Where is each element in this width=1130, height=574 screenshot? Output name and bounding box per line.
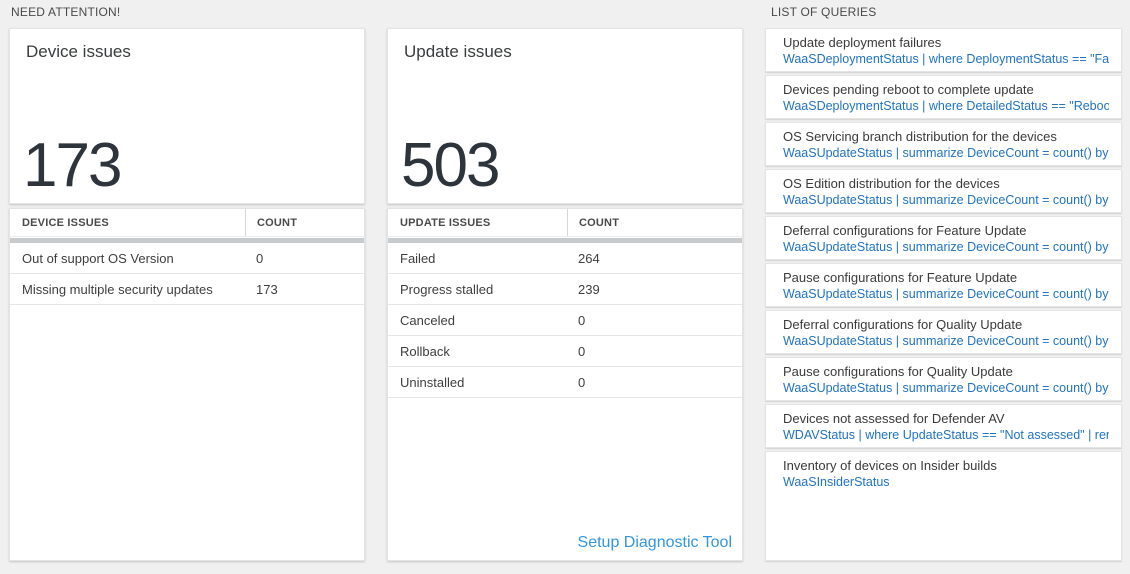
row-label: Uninstalled xyxy=(400,374,465,390)
table-row[interactable]: Rollback 0 xyxy=(388,336,742,367)
table-row[interactable]: Progress stalled 239 xyxy=(388,274,742,305)
query-text: WaaSUpdateStatus | summarize DeviceCount… xyxy=(783,381,1109,395)
device-table-body: Out of support OS Version 0 Missing mult… xyxy=(10,243,364,305)
column-divider xyxy=(567,209,568,236)
query-item[interactable]: Devices not assessed for Defender AV WDA… xyxy=(765,404,1122,448)
column-header-count: COUNT xyxy=(257,216,298,229)
table-row[interactable]: Missing multiple security updates 173 xyxy=(10,274,364,305)
table-row[interactable]: Failed 264 xyxy=(388,243,742,274)
query-text: WaaSUpdateStatus | summarize DeviceCount… xyxy=(783,146,1109,160)
update-issues-title: Update issues xyxy=(404,42,512,61)
row-label: Canceled xyxy=(400,312,455,328)
query-item[interactable]: Inventory of devices on Insider builds W… xyxy=(765,451,1122,561)
column-divider xyxy=(245,209,246,236)
query-text: WaaSUpdateStatus | summarize DeviceCount… xyxy=(783,240,1109,254)
query-item[interactable]: Devices pending reboot to complete updat… xyxy=(765,75,1122,119)
table-header-divider xyxy=(10,238,364,243)
query-item[interactable]: Deferral configurations for Feature Upda… xyxy=(765,216,1122,260)
device-issues-tile[interactable]: Device issues 173 xyxy=(9,28,365,204)
setup-diagnostic-tool-link[interactable]: Setup Diagnostic Tool xyxy=(577,534,732,551)
table-header-divider xyxy=(388,238,742,243)
query-text: WaaSInsiderStatus xyxy=(783,475,890,489)
row-label: Out of support OS Version xyxy=(22,250,174,266)
query-title: Deferral configurations for Feature Upda… xyxy=(783,223,1027,238)
row-count: 264 xyxy=(578,250,600,266)
query-title: Devices not assessed for Defender AV xyxy=(783,411,1005,426)
need-attention-header: NEED ATTENTION! xyxy=(11,5,121,19)
row-count: 0 xyxy=(578,343,586,359)
row-count: 173 xyxy=(256,281,278,297)
query-text: WaaSDeploymentStatus | where DeploymentS… xyxy=(783,52,1109,66)
query-text: WaaSUpdateStatus | summarize DeviceCount… xyxy=(783,287,1109,301)
query-title: Devices pending reboot to complete updat… xyxy=(783,82,1034,97)
query-title: Inventory of devices on Insider builds xyxy=(783,458,997,473)
query-title: Pause configurations for Quality Update xyxy=(783,364,1013,379)
row-count: 239 xyxy=(578,281,600,297)
update-issues-count: 503 xyxy=(401,131,500,200)
query-text: WDAVStatus | where UpdateStatus == "Not … xyxy=(783,428,1109,442)
query-item[interactable]: OS Servicing branch distribution for the… xyxy=(765,122,1122,166)
query-title: Pause configurations for Feature Update xyxy=(783,270,1018,285)
column-header-count: COUNT xyxy=(579,216,620,229)
table-row[interactable]: Out of support OS Version 0 xyxy=(10,243,364,274)
query-title: OS Edition distribution for the devices xyxy=(783,176,1000,191)
query-title: Update deployment failures xyxy=(783,35,942,50)
query-item[interactable]: OS Edition distribution for the devices … xyxy=(765,169,1122,213)
row-count: 0 xyxy=(578,312,586,328)
query-text: WaaSUpdateStatus | summarize DeviceCount… xyxy=(783,193,1109,207)
row-label: Failed xyxy=(400,250,436,266)
device-issues-count: 173 xyxy=(23,131,122,200)
column-header-device-issues: DEVICE ISSUES xyxy=(22,216,109,229)
query-item[interactable]: Pause configurations for Feature Update … xyxy=(765,263,1122,307)
device-issues-title: Device issues xyxy=(26,42,131,61)
list-of-queries-header: LIST OF QUERIES xyxy=(771,5,877,19)
update-issues-tile[interactable]: Update issues 503 xyxy=(387,28,743,204)
query-item[interactable]: Deferral configurations for Quality Upda… xyxy=(765,310,1122,354)
query-text: WaaSDeploymentStatus | where DetailedSta… xyxy=(783,99,1109,113)
query-item[interactable]: Pause configurations for Quality Update … xyxy=(765,357,1122,401)
table-row[interactable]: Canceled 0 xyxy=(388,305,742,336)
row-count: 0 xyxy=(578,374,586,390)
row-count: 0 xyxy=(256,250,264,266)
device-issues-table: DEVICE ISSUES COUNT Out of support OS Ve… xyxy=(9,208,365,561)
update-table-header: UPDATE ISSUES COUNT xyxy=(388,209,742,237)
update-table-body: Failed 264 Progress stalled 239 Canceled… xyxy=(388,243,742,398)
column-header-update-issues: UPDATE ISSUES xyxy=(400,216,491,229)
row-label: Progress stalled xyxy=(400,281,494,297)
table-row[interactable]: Uninstalled 0 xyxy=(388,367,742,398)
row-label: Missing multiple security updates xyxy=(22,281,213,297)
update-issues-table: UPDATE ISSUES COUNT Failed 264 Progress … xyxy=(387,208,743,561)
query-text: WaaSUpdateStatus | summarize DeviceCount… xyxy=(783,334,1109,348)
query-title: OS Servicing branch distribution for the… xyxy=(783,129,1057,144)
row-label: Rollback xyxy=(400,343,450,359)
query-title: Deferral configurations for Quality Upda… xyxy=(783,317,1023,332)
query-item[interactable]: Update deployment failures WaaSDeploymen… xyxy=(765,28,1122,72)
queries-list: Update deployment failures WaaSDeploymen… xyxy=(765,28,1122,561)
device-table-header: DEVICE ISSUES COUNT xyxy=(10,209,364,237)
